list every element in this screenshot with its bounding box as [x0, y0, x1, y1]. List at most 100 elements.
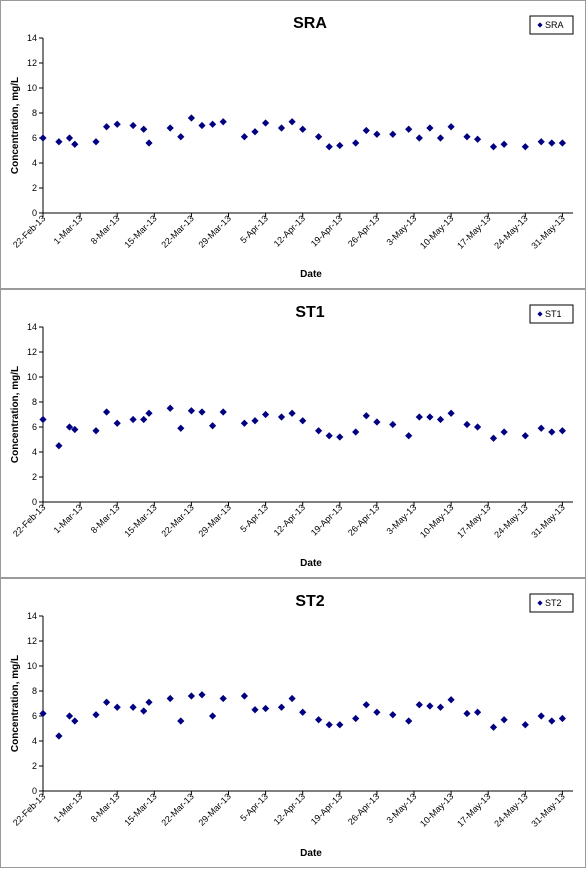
data-point: [315, 427, 323, 435]
data-point: [500, 428, 508, 436]
data-point: [55, 732, 63, 740]
x-tick-label: 22-Feb-13: [11, 502, 47, 538]
y-tick-label: 0: [32, 497, 37, 507]
x-tick-label: 22-Mar-13: [159, 213, 195, 249]
data-point: [426, 124, 434, 132]
data-point: [558, 427, 566, 435]
data-point: [521, 143, 529, 151]
data-point: [187, 407, 195, 415]
data-point: [65, 423, 74, 431]
data-point: [103, 408, 111, 416]
data-point: [92, 138, 100, 146]
data-point: [463, 133, 471, 141]
data-point: [521, 721, 529, 729]
y-axis-label: Concentration, mg/L: [10, 366, 21, 463]
data-point: [548, 428, 556, 436]
data-point: [39, 415, 47, 424]
x-tick-label: 3-May-13: [384, 213, 418, 247]
legend-label: ST2: [545, 598, 562, 608]
data-point: [277, 124, 286, 132]
data-point: [405, 432, 413, 440]
data-point: [55, 442, 63, 450]
data-point: [219, 408, 227, 416]
chart-title: SRA: [293, 15, 327, 32]
legend-box: [529, 304, 574, 324]
data-point: [521, 432, 529, 440]
data-point: [166, 694, 174, 703]
data-point: [373, 418, 381, 426]
data-point: [426, 702, 434, 710]
y-tick-label: 8: [32, 108, 37, 118]
data-point: [474, 135, 482, 143]
legend-marker: [537, 311, 543, 317]
data-point: [389, 130, 397, 138]
data-point: [362, 412, 370, 420]
data-point: [92, 427, 100, 435]
data-point: [537, 424, 545, 432]
legend-marker: [537, 22, 543, 28]
data-point: [436, 703, 445, 711]
chart-title: ST2: [295, 593, 324, 610]
x-tick-label: 10-May-13: [418, 791, 455, 828]
data-point: [251, 417, 259, 425]
data-point: [463, 420, 471, 429]
data-point: [288, 409, 296, 417]
x-tick-label: 8-Mar-13: [89, 791, 122, 824]
y-tick-label: 6: [32, 133, 37, 143]
data-point: [474, 708, 482, 716]
x-tick-label: 5-Apr-13: [238, 791, 270, 823]
x-tick-label: 22-Mar-13: [159, 502, 195, 538]
data-point: [240, 133, 248, 141]
data-point: [277, 703, 286, 711]
data-point: [240, 692, 248, 700]
y-tick-label: 12: [27, 347, 37, 357]
y-tick-label: 14: [27, 33, 37, 43]
data-point: [336, 141, 344, 150]
data-point: [140, 415, 148, 424]
data-point: [447, 409, 455, 417]
x-tick-label: 1-Mar-13: [52, 213, 85, 246]
x-tick-label: 24-May-13: [492, 791, 529, 828]
x-tick-label: 17-May-13: [455, 502, 492, 539]
data-point: [537, 138, 545, 146]
x-tick-label: 19-Apr-13: [309, 213, 344, 248]
chart-panel-sra: SRA 0 2 4 6 8 10 12 14 22-Feb-13 1-Mar-13 8-Mar-13 1…: [0, 0, 586, 289]
chart-panel-st1: ST1 0 2 4 6 8 10 12 14 22-Feb-13 1-Mar-13 8-Mar-13 1…: [0, 289, 586, 578]
x-tick-label: 29-Mar-13: [196, 502, 232, 538]
x-tick-label: 10-May-13: [418, 502, 455, 539]
y-tick-label: 10: [27, 372, 37, 382]
data-point: [177, 133, 185, 141]
y-tick-label: 2: [32, 183, 37, 193]
data-point: [277, 413, 286, 421]
y-tick-label: 2: [32, 761, 37, 771]
data-point: [145, 139, 153, 147]
x-axis-label: Date: [300, 848, 322, 859]
data-point: [288, 118, 296, 126]
data-point: [537, 712, 545, 720]
y-tick-label: 4: [32, 158, 37, 168]
data-point: [362, 126, 370, 135]
data-point: [65, 134, 74, 142]
x-tick-label: 3-May-13: [384, 791, 418, 825]
data-point: [39, 709, 47, 718]
x-tick-label: 24-May-13: [492, 213, 529, 250]
x-tick-label: 31-May-13: [529, 502, 566, 539]
data-point: [558, 714, 566, 723]
data-point: [336, 721, 344, 729]
y-tick-label: 14: [27, 322, 37, 332]
data-point: [219, 694, 227, 703]
data-point: [405, 717, 413, 725]
data-point: [389, 420, 397, 429]
data-point: [177, 424, 185, 432]
y-tick-label: 6: [32, 711, 37, 721]
data-point: [251, 706, 259, 714]
data-point: [373, 708, 381, 716]
data-point: [299, 417, 307, 425]
data-point: [325, 721, 333, 729]
data-point: [489, 723, 498, 731]
data-point: [92, 711, 100, 719]
data-point: [352, 428, 360, 436]
data-point: [129, 121, 137, 130]
